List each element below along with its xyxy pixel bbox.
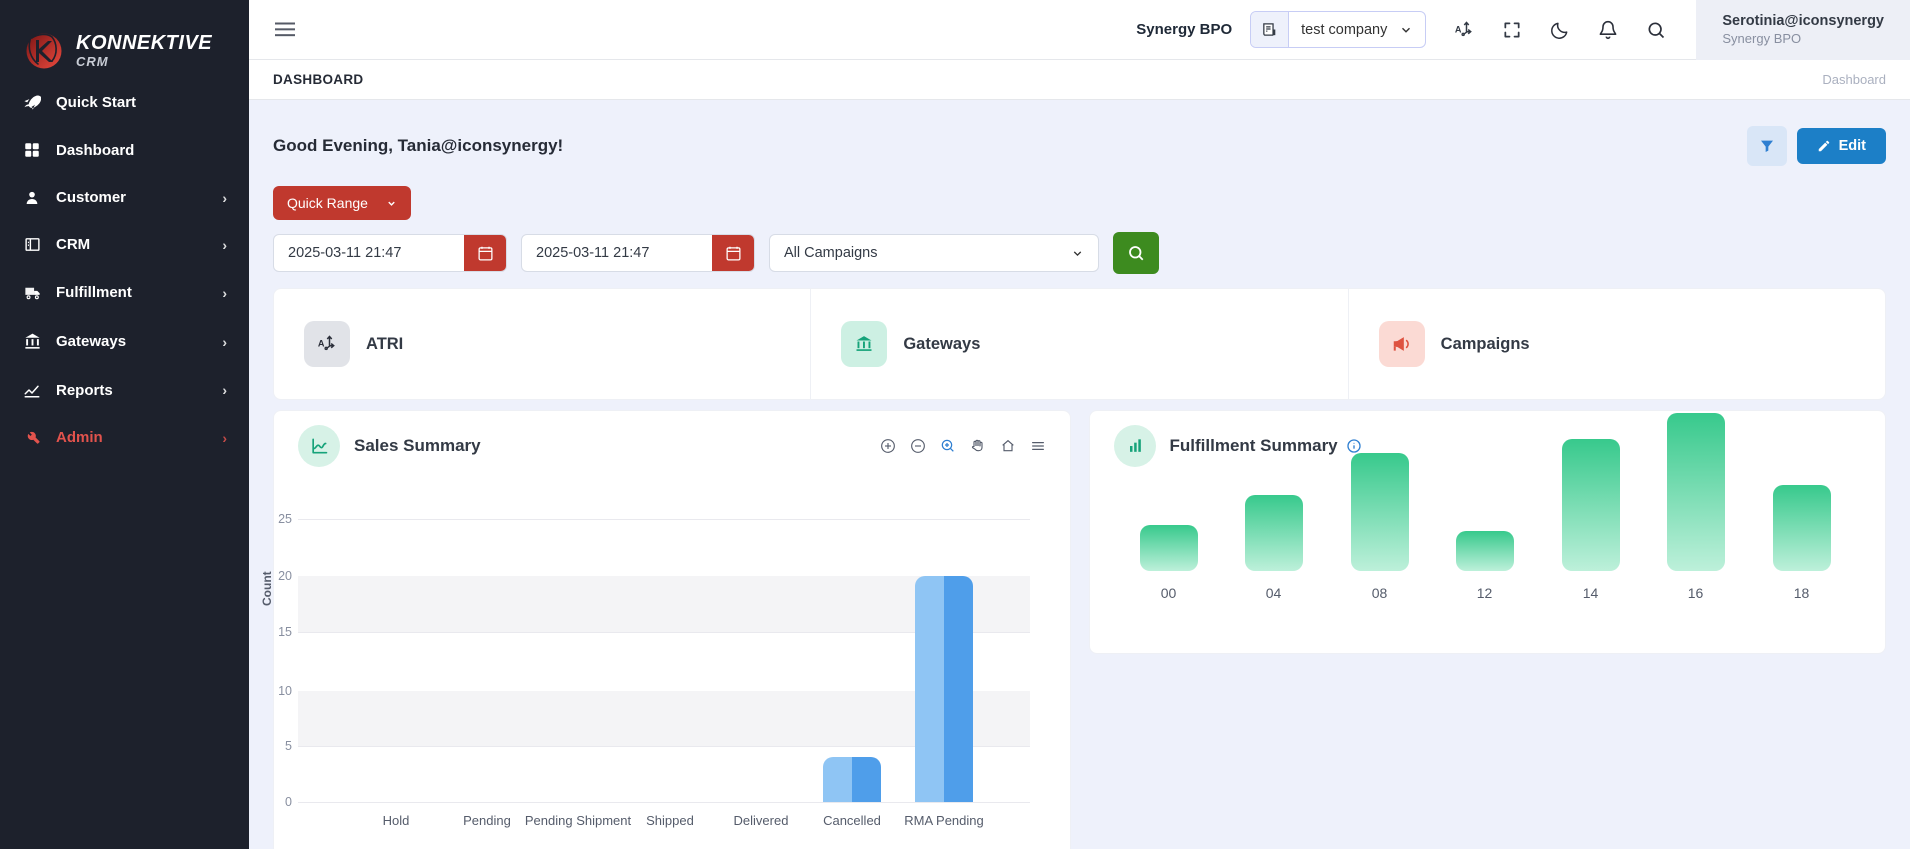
svg-text:A: A	[318, 339, 325, 349]
svg-text:A: A	[1455, 24, 1462, 34]
